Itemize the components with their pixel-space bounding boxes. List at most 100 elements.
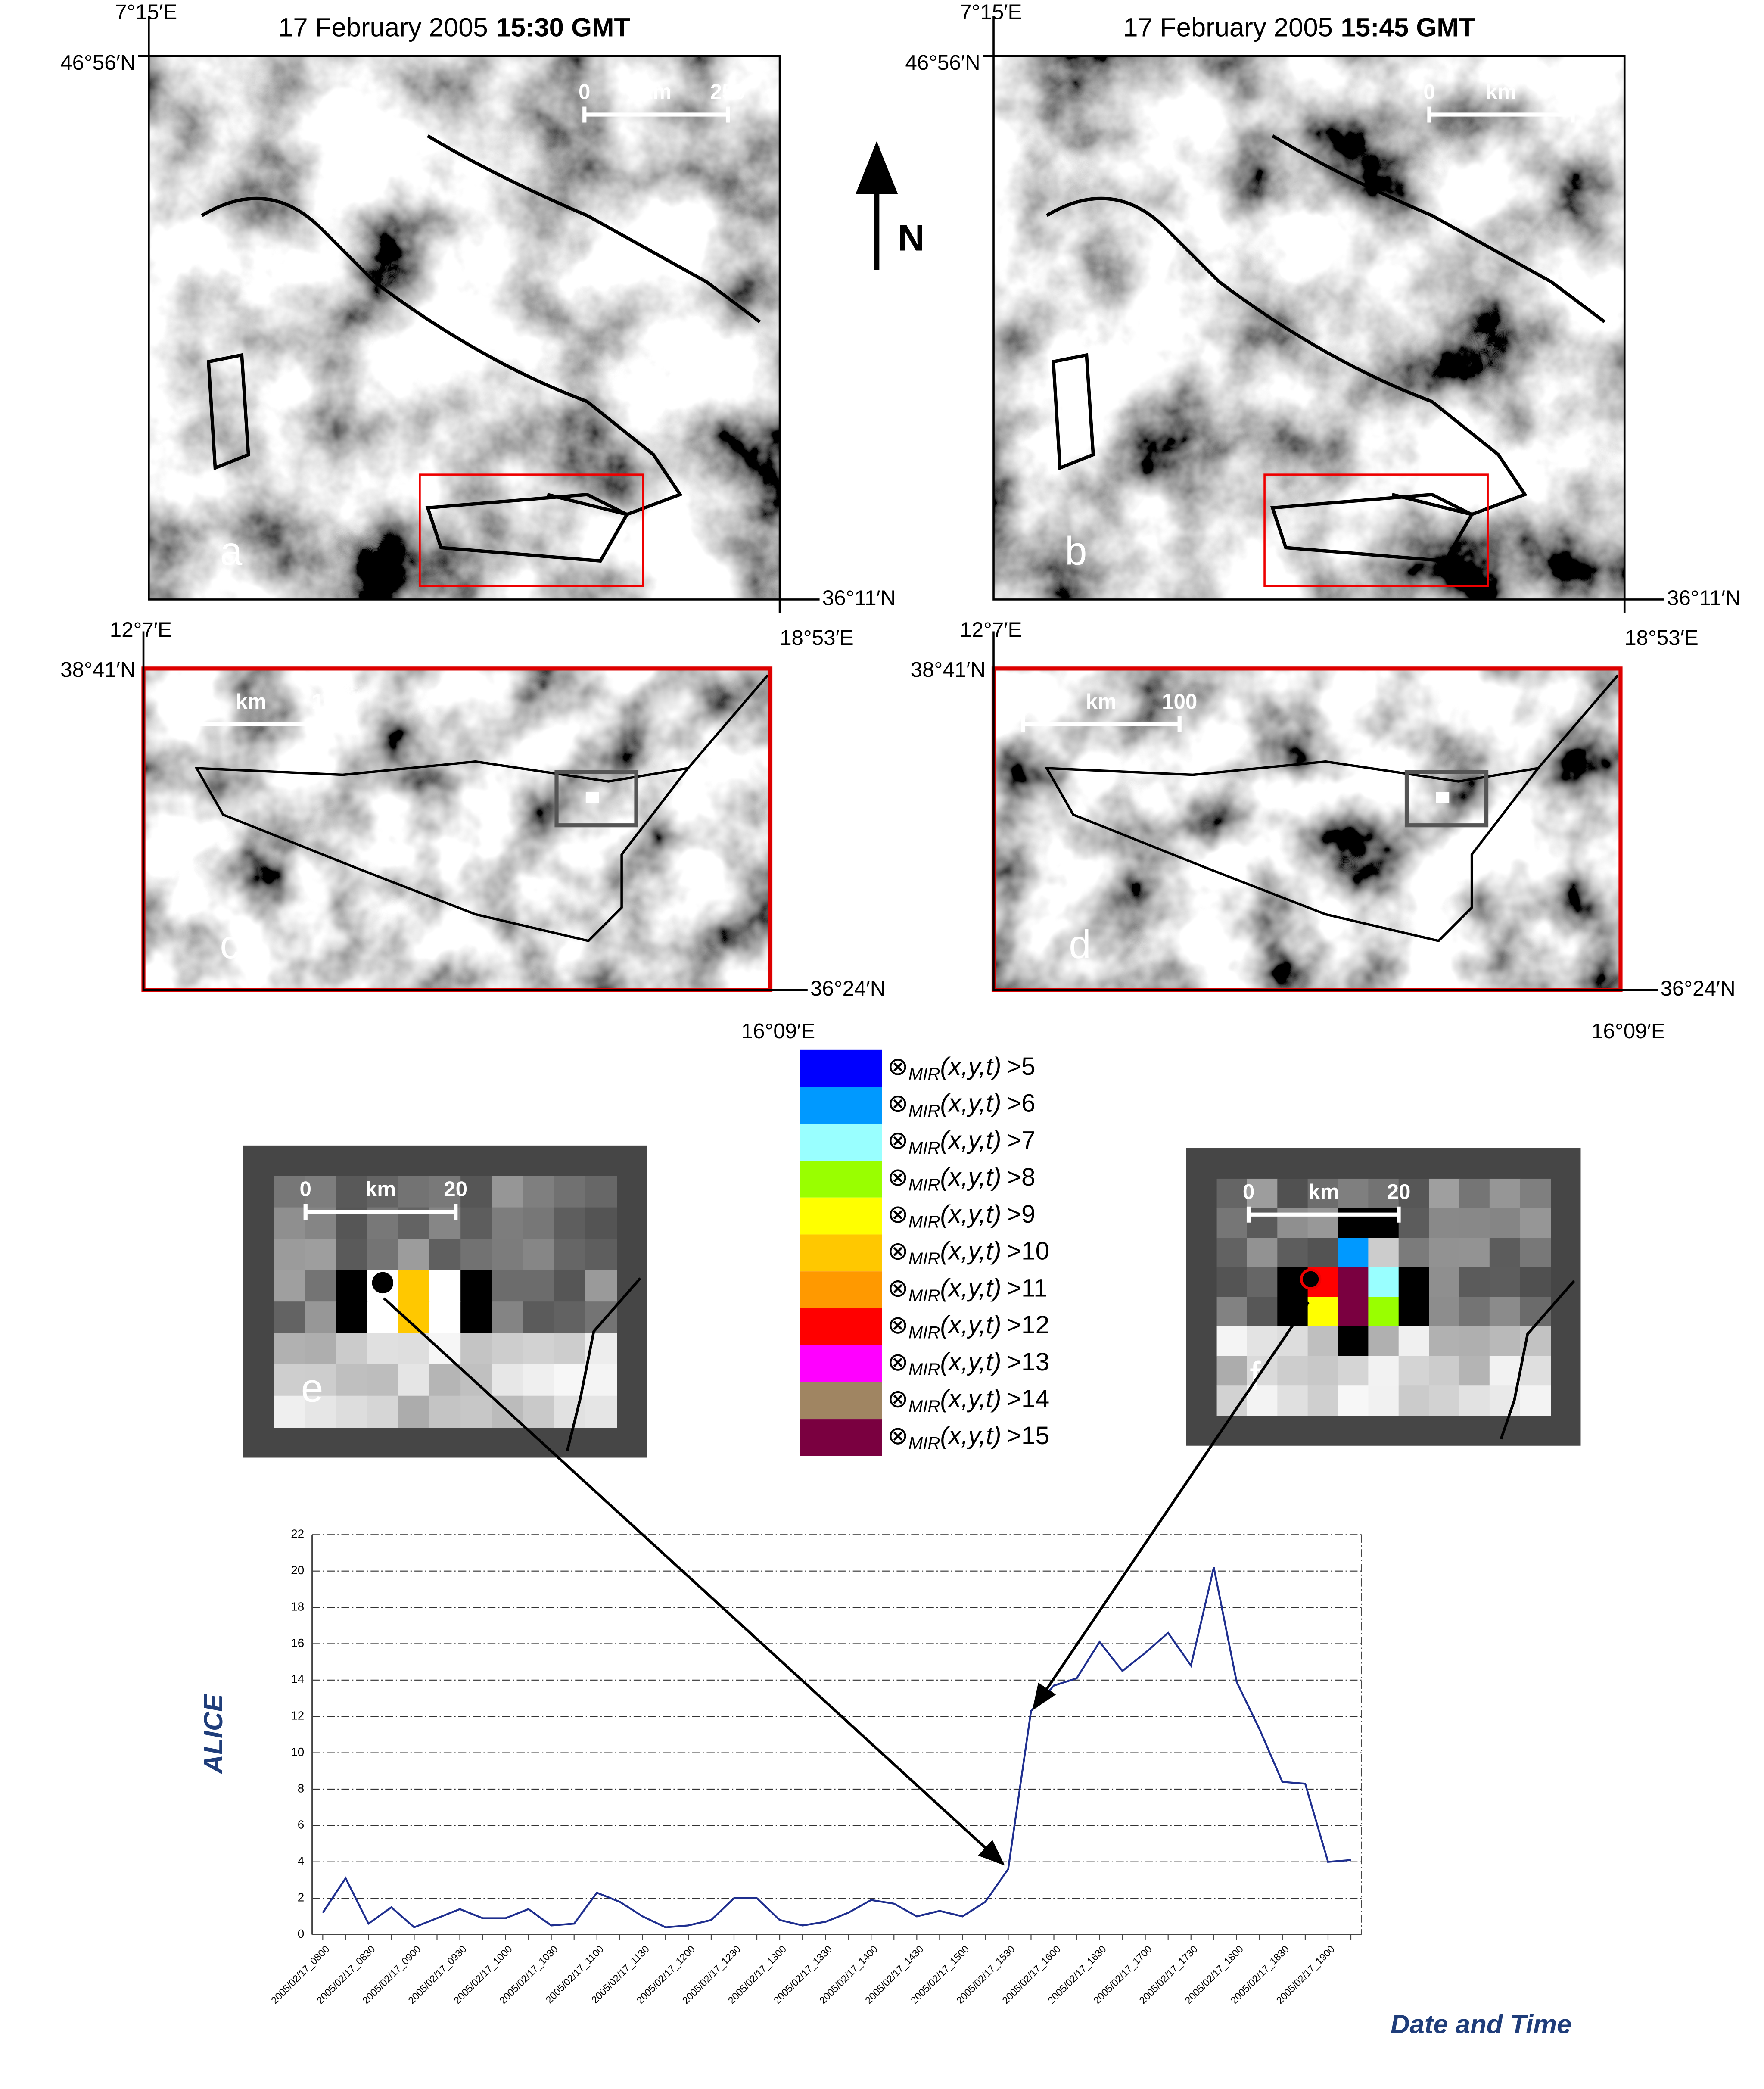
pixel-cell bbox=[1520, 1267, 1551, 1298]
lon-right: 16°09′E bbox=[1591, 1019, 1665, 1043]
pixel-cell bbox=[398, 1301, 430, 1334]
pixel-cell bbox=[554, 1301, 586, 1334]
legend-args: (x,y,t) bbox=[940, 1127, 1001, 1155]
scale-end: 20 bbox=[1387, 1180, 1411, 1204]
pixel-cell bbox=[305, 1333, 337, 1365]
pixel-cell bbox=[523, 1333, 555, 1365]
lon-left: 7°15′E bbox=[960, 0, 1022, 24]
pixel-cell bbox=[1489, 1326, 1521, 1357]
legend-args: (x,y,t) bbox=[940, 1237, 1001, 1265]
lat-top: 38°41′N bbox=[60, 658, 135, 682]
pixel-cell bbox=[336, 1270, 368, 1302]
legend-symbol: ⊗ bbox=[887, 1348, 908, 1376]
hotspot bbox=[1436, 792, 1450, 803]
legend-label: ⊗MIR(x,y,t) >8 bbox=[887, 1164, 1036, 1195]
legend-label: ⊗MIR(x,y,t) >12 bbox=[887, 1311, 1049, 1342]
legend-swatch bbox=[800, 1087, 882, 1124]
pixel-cell bbox=[305, 1364, 337, 1397]
pixel-cell bbox=[429, 1176, 461, 1208]
pixel-cell bbox=[305, 1270, 337, 1302]
pixel-cell bbox=[1429, 1208, 1460, 1239]
pixel-cell bbox=[1368, 1178, 1400, 1209]
legend-subscript: MIR bbox=[908, 1249, 940, 1268]
pixel-cell bbox=[1398, 1326, 1430, 1357]
legend-symbol: ⊗ bbox=[887, 1385, 908, 1413]
legend-subscript: MIR bbox=[908, 1212, 940, 1231]
scale-unit: km bbox=[1486, 80, 1516, 104]
pixel-cell bbox=[305, 1176, 337, 1208]
pixel-cell bbox=[1368, 1238, 1400, 1268]
legend-swatch bbox=[800, 1308, 882, 1345]
legend-symbol: ⊗ bbox=[887, 1237, 908, 1265]
pixel-cell bbox=[1459, 1208, 1490, 1239]
legend-symbol: ⊗ bbox=[887, 1090, 908, 1118]
lat-top: 46°56′N bbox=[905, 51, 980, 75]
pixel-cell bbox=[1398, 1178, 1430, 1209]
legend-subscript: MIR bbox=[908, 1397, 940, 1416]
pixel-cell bbox=[1277, 1385, 1309, 1416]
pixel-cell bbox=[492, 1301, 524, 1334]
legend-swatch bbox=[800, 1419, 882, 1456]
legend-threshold: >14 bbox=[1007, 1385, 1049, 1413]
y-tick-label: 0 bbox=[298, 1927, 304, 1940]
y-tick-label: 16 bbox=[291, 1636, 304, 1650]
pixel-cell bbox=[523, 1176, 555, 1208]
pixel-cell bbox=[336, 1301, 368, 1334]
legend-swatch bbox=[800, 1049, 882, 1087]
pixel-cell bbox=[367, 1176, 399, 1208]
pixel-cell bbox=[585, 1176, 617, 1208]
legend-swatch bbox=[800, 1271, 882, 1308]
legend-args: (x,y,t) bbox=[940, 1422, 1001, 1450]
axis-frame bbox=[992, 631, 1658, 991]
pixel-cell bbox=[274, 1301, 306, 1334]
pixel-cell bbox=[367, 1395, 399, 1428]
legend-swatch bbox=[800, 1345, 882, 1382]
pixel-cell bbox=[367, 1333, 399, 1365]
pixel-cell bbox=[1368, 1326, 1400, 1357]
lon-right: 16°09′E bbox=[741, 1019, 815, 1043]
pixel-cell bbox=[367, 1364, 399, 1397]
legend-threshold: >13 bbox=[1007, 1348, 1049, 1376]
legend-subscript: MIR bbox=[908, 1065, 940, 1083]
pixel-cell bbox=[1429, 1297, 1460, 1327]
scale-unit: km bbox=[1308, 1180, 1339, 1204]
legend-symbol: ⊗ bbox=[887, 1311, 908, 1339]
pixel-cell bbox=[1398, 1208, 1430, 1239]
pixel-cell bbox=[1216, 1267, 1248, 1298]
legend-swatch bbox=[800, 1382, 882, 1420]
pixel-cell bbox=[429, 1364, 461, 1397]
pixel-cell bbox=[1277, 1178, 1309, 1209]
pixel-cell bbox=[1489, 1297, 1521, 1327]
y-tick-label: 10 bbox=[291, 1745, 304, 1759]
scale-start: 0 bbox=[1243, 1180, 1254, 1204]
pixel-cell bbox=[336, 1395, 368, 1428]
pixel-cell bbox=[523, 1364, 555, 1397]
pixel-cell bbox=[1247, 1267, 1278, 1298]
pixel-cell bbox=[1307, 1238, 1339, 1268]
crater-box bbox=[1404, 770, 1489, 828]
legend-subscript: MIR bbox=[908, 1102, 940, 1121]
pixel-cell bbox=[1247, 1385, 1278, 1416]
pixel-cell bbox=[1307, 1326, 1339, 1357]
pixel-cell bbox=[1338, 1356, 1369, 1386]
pixel-cell bbox=[305, 1301, 337, 1334]
pixel-cell bbox=[492, 1333, 524, 1365]
source-dot bbox=[372, 1272, 394, 1294]
legend-symbol: ⊗ bbox=[887, 1052, 908, 1080]
pixel-cell bbox=[398, 1364, 430, 1397]
pixel-cell bbox=[523, 1301, 555, 1334]
pixel-cell bbox=[460, 1176, 493, 1208]
legend-symbol: ⊗ bbox=[887, 1164, 908, 1192]
pixel-cell bbox=[1338, 1267, 1369, 1298]
scale-end: 250 bbox=[1555, 80, 1590, 104]
pixel-cell bbox=[523, 1270, 555, 1302]
pixel-cell bbox=[274, 1333, 306, 1365]
y-axis-label: ALICE bbox=[199, 1694, 228, 1775]
pixel-cell bbox=[523, 1239, 555, 1271]
pixel-cell bbox=[1489, 1267, 1521, 1298]
pixel-cell bbox=[492, 1207, 524, 1240]
scale-unit: km bbox=[236, 690, 266, 713]
pixel-cell bbox=[1338, 1297, 1369, 1327]
legend-label: ⊗MIR(x,y,t) >11 bbox=[887, 1274, 1048, 1305]
